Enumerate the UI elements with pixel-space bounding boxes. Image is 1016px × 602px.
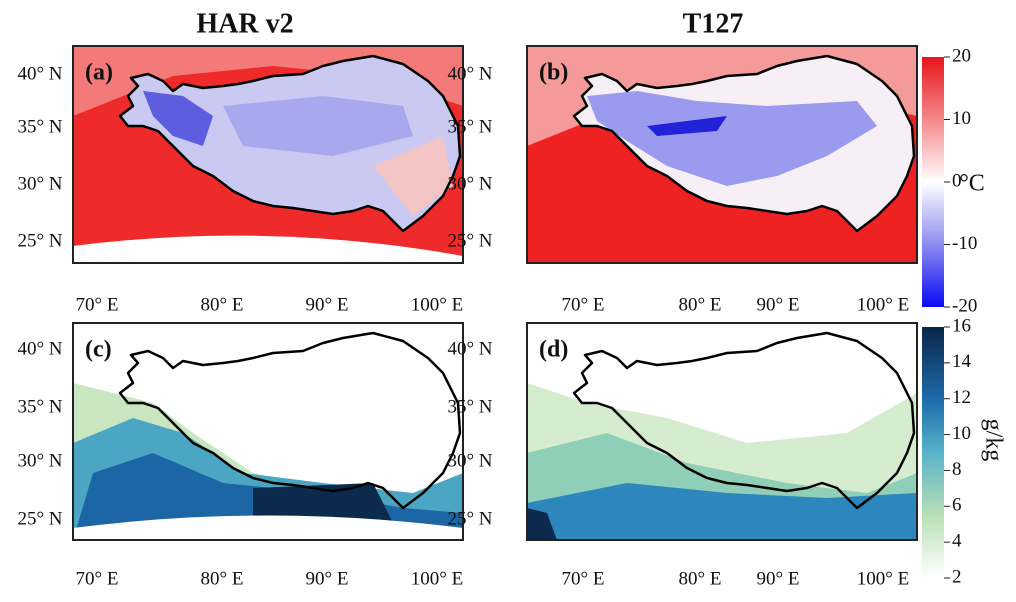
map-panel: (a) — [72, 45, 464, 264]
lon-label: 80° E — [679, 568, 722, 589]
lon-label: 80° E — [201, 568, 244, 589]
lat-label: 25° N — [17, 230, 62, 251]
lat-label: 35° N — [17, 116, 62, 137]
tick-label: 20 — [952, 45, 971, 66]
colorbar-unit: °C — [959, 171, 985, 197]
map-panel: (c) — [72, 322, 464, 541]
tick-label: 16 — [952, 315, 971, 336]
lat-label: 25° N — [17, 508, 62, 529]
lat-label: 40° N — [17, 63, 62, 84]
tick-label: 2 — [952, 566, 962, 587]
lon-label: 90° E — [306, 568, 349, 589]
colorbar — [922, 327, 944, 578]
lon-label: 90° E — [757, 294, 800, 315]
column-title: HAR v2 — [196, 8, 293, 39]
lat-label: 25° N — [447, 230, 492, 251]
colorbar — [922, 57, 944, 307]
lon-label: 100° E — [411, 294, 463, 315]
colorbar-unit: g/kg — [980, 419, 1006, 462]
tick-label: 10 — [952, 108, 971, 129]
lon-label: 80° E — [679, 294, 722, 315]
tick-label: 8 — [952, 459, 962, 480]
lat-label: 35° N — [447, 396, 492, 417]
lon-label: 80° E — [201, 294, 244, 315]
lat-label: 40° N — [447, 63, 492, 84]
lon-label: 90° E — [757, 568, 800, 589]
lat-label: 25° N — [447, 508, 492, 529]
lat-label: 35° N — [17, 396, 62, 417]
lon-label: 100° E — [411, 568, 463, 589]
lon-label: 70° E — [76, 568, 119, 589]
tick-label: 10 — [952, 423, 971, 444]
lon-label: 70° E — [562, 294, 605, 315]
map-panel: (d) — [526, 322, 918, 541]
panel-label: (c) — [85, 337, 112, 363]
lon-label: 90° E — [306, 294, 349, 315]
tick-label: 4 — [952, 531, 962, 552]
tick-label: 14 — [952, 351, 972, 372]
tick-label: -20 — [952, 295, 977, 316]
panel-label: (d) — [539, 337, 568, 363]
lat-label: 30° N — [17, 450, 62, 471]
tick-label: -10 — [952, 233, 977, 254]
lat-label: 40° N — [447, 338, 492, 359]
lat-label: 30° N — [447, 450, 492, 471]
lon-label: 100° E — [857, 294, 909, 315]
panel-label: (b) — [539, 60, 568, 86]
lon-label: 100° E — [857, 568, 909, 589]
lat-label: 40° N — [17, 338, 62, 359]
tick-label: 6 — [952, 495, 962, 516]
panel-label: (a) — [85, 60, 113, 86]
map-panel: (b) — [526, 45, 918, 264]
lon-label: 70° E — [562, 568, 605, 589]
tick-label: 12 — [952, 387, 971, 408]
column-title: T127 — [683, 8, 744, 39]
tick-label: 0 — [952, 170, 962, 191]
lat-label: 35° N — [447, 116, 492, 137]
lat-label: 30° N — [17, 173, 62, 194]
lat-label: 30° N — [447, 173, 492, 194]
lon-label: 70° E — [76, 294, 119, 315]
